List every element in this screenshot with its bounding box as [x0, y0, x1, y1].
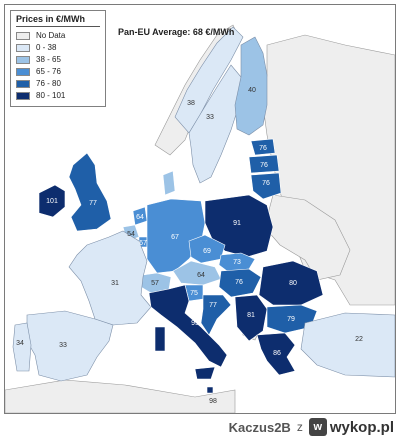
europe-map: 38 33 40 76 76 76 101 77 64 54 67 67 91 …	[5, 5, 395, 413]
region-united-kingdom	[68, 152, 112, 232]
region-lithuania	[250, 172, 282, 200]
footer-user[interactable]: Kaczus2B	[228, 419, 291, 435]
label-greece: 86	[273, 350, 281, 357]
legend-swatch	[16, 43, 30, 52]
label-croatia: 77	[209, 302, 217, 309]
region-portugal	[12, 322, 32, 372]
label-turkey: 22	[355, 336, 363, 343]
map-frame: 38 33 40 76 76 76 101 77 64 54 67 67 91 …	[4, 4, 396, 414]
legend-swatch	[16, 67, 30, 76]
label-portugal: 34	[16, 340, 24, 347]
label-serbia: 81	[247, 312, 255, 319]
label-slovenia: 75	[190, 290, 198, 297]
region-turkey	[300, 312, 395, 378]
label-czechia: 69	[203, 248, 211, 255]
label-poland: 91	[233, 220, 241, 227]
label-norway-north: 38	[187, 100, 195, 107]
region-hungary	[218, 268, 262, 298]
label-united-kingdom: 77	[89, 200, 97, 207]
region-italy	[148, 284, 228, 368]
label-germany: 67	[171, 234, 179, 241]
region-sweden	[188, 64, 242, 184]
north-africa-land	[5, 379, 236, 413]
label-italy: 95	[191, 320, 199, 327]
legend: Prices in €/MWh No Data 0 - 38 38 - 65 6…	[10, 10, 106, 107]
label-bulgaria: 79	[287, 316, 295, 323]
legend-label: No Data	[36, 31, 66, 40]
label-sweden: 33	[206, 114, 214, 121]
legend-title: Prices in €/MWh	[16, 14, 100, 27]
region-latvia	[248, 154, 280, 174]
footer: Kaczus2B z w wykop.pl	[229, 416, 394, 438]
region-sardinia	[154, 326, 166, 352]
region-denmark	[162, 170, 176, 196]
label-netherlands: 64	[136, 214, 144, 221]
legend-swatch	[16, 55, 30, 64]
label-spain: 33	[59, 342, 67, 349]
legend-label: 0 - 38	[36, 43, 57, 52]
legend-label: 65 - 76	[36, 67, 61, 76]
label-romania: 80	[289, 280, 297, 287]
label-slovakia: 73	[233, 259, 241, 266]
legend-item: 0 - 38	[16, 42, 100, 53]
label-switzerland: 57	[151, 280, 159, 287]
w-logo-icon: w	[308, 418, 327, 436]
region-ireland	[38, 184, 66, 218]
average-note: Pan-EU Average: 68 €/MWh	[118, 27, 235, 37]
label-malta: 98	[209, 398, 217, 405]
region-france	[68, 230, 152, 326]
label-belgium: 54	[127, 231, 135, 238]
footer-logo[interactable]: w wykop.pl	[308, 418, 394, 436]
footer-separator: z	[296, 420, 303, 434]
legend-item: 65 - 76	[16, 66, 100, 77]
legend-item: 80 - 101	[16, 90, 100, 101]
legend-label: 76 - 80	[36, 79, 61, 88]
legend-swatch	[16, 91, 30, 100]
region-romania	[258, 260, 324, 306]
label-austria: 64	[197, 272, 205, 279]
legend-item: 76 - 80	[16, 78, 100, 89]
region-estonia	[250, 138, 276, 156]
legend-label: 38 - 65	[36, 55, 61, 64]
region-croatia	[200, 294, 232, 336]
legend-rows: No Data 0 - 38 38 - 65 65 - 76 76 - 80 8…	[16, 30, 100, 101]
region-spain	[26, 310, 114, 382]
region-greece	[256, 332, 296, 376]
legend-label: 80 - 101	[36, 91, 66, 100]
legend-swatch	[16, 79, 30, 88]
label-finland: 40	[248, 87, 256, 94]
label-latvia: 76	[260, 162, 268, 169]
region-malta	[206, 386, 214, 394]
region-poland	[204, 194, 274, 258]
label-hungary: 76	[235, 279, 243, 286]
legend-swatch	[16, 31, 30, 40]
legend-item: No Data	[16, 30, 100, 41]
label-luxembourg: 67	[139, 240, 147, 247]
footer-site: wykop.pl	[329, 418, 394, 436]
legend-item: 38 - 65	[16, 54, 100, 65]
region-finland	[234, 36, 268, 136]
label-france: 31	[111, 280, 119, 287]
label-estonia: 76	[259, 145, 267, 152]
label-lithuania: 76	[262, 180, 270, 187]
label-ireland: 101	[46, 198, 58, 205]
region-sicily	[194, 366, 216, 380]
region-serbia	[234, 294, 268, 342]
